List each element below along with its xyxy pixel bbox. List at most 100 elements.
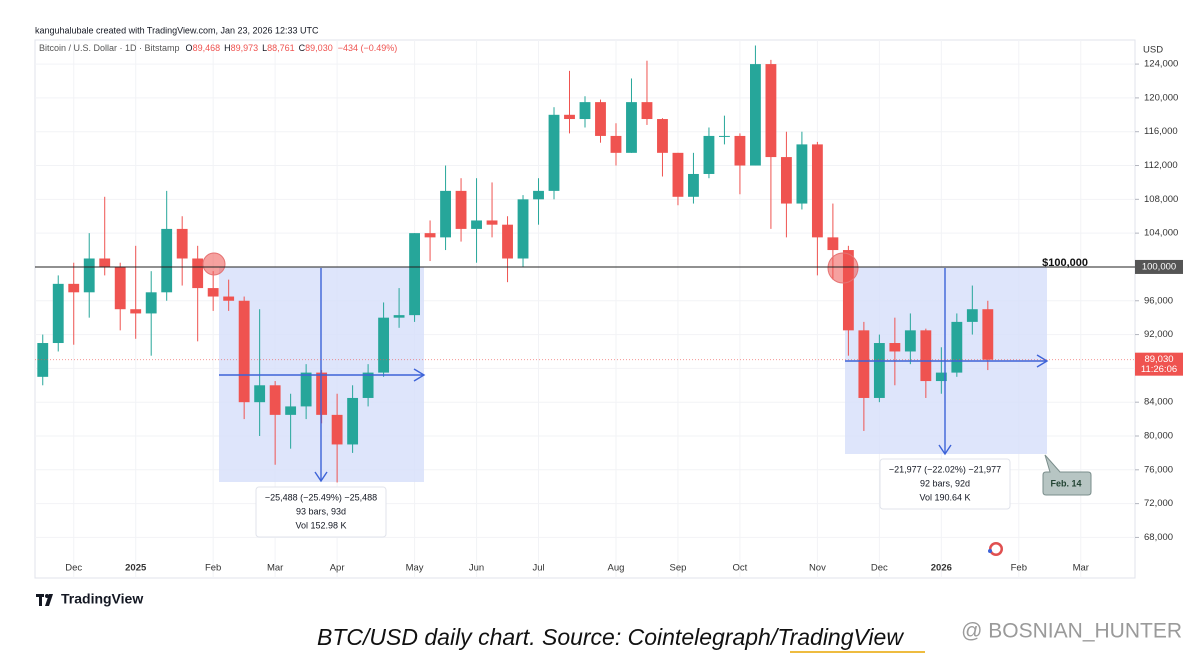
y-tick-label: 76,000 [1144,464,1173,475]
quote-key: C [299,43,306,53]
candle-body [502,224,513,259]
x-tick-label: Oct [733,563,748,574]
candle-body [672,152,684,197]
x-tick-label: 2026 [931,563,952,574]
candle-body [99,258,111,267]
watermark: @ BOSNIAN_HUNTER [961,620,1182,643]
measure-text: Vol 152.98 K [295,520,346,530]
caption: BTC/USD daily chart. Source: Cointelegra… [317,624,904,650]
candle-body [440,190,451,238]
candle-body [796,144,808,204]
y-tick-label: 96,000 [1144,295,1173,306]
candle-body [455,190,467,229]
candle-body [842,250,854,331]
x-tick-label: Jun [469,563,484,574]
candle-body [130,309,142,314]
brand: TradingView [61,591,143,607]
candle-body [765,64,777,158]
x-tick-label: Mar [1073,563,1089,574]
candle-body [192,258,204,289]
measure-text: −21,977 (−22.02%) −21,977 [889,464,1001,474]
y-tick-label: 104,000 [1144,228,1178,239]
measure-box [255,486,387,538]
candle-body [176,228,188,259]
level-label: $100,000 [1042,257,1088,269]
candle-body [703,135,715,174]
x-tick-label: Dec [871,563,888,574]
candle-body [626,102,637,153]
candle-body [951,321,963,373]
candle-body [114,266,126,310]
symbol: Bitcoin / U.S. Dollar · 1D · Bitstamp [39,43,180,53]
x-tick-label: Sep [670,563,687,574]
x-tick-label: Feb [1011,563,1027,574]
candle-body [966,309,978,322]
measure-text: 93 bars, 93d [296,506,346,516]
candle-body [873,343,885,398]
x-tick-label: Mar [267,563,283,574]
y-tick-label: 120,000 [1144,92,1178,103]
candle-body [657,119,668,153]
candle-body [734,135,746,166]
x-tick-label: Nov [809,563,826,574]
quote-value: 89,468 [193,43,221,53]
cross-marker [202,252,226,276]
y-tick-label: 112,000 [1144,160,1178,171]
candle-body [145,292,157,314]
candle-body [68,283,80,293]
quote-key: L [262,43,267,53]
quote-value: 89,973 [231,43,259,53]
candle-body [362,372,374,398]
candles [37,45,994,483]
plot-frame [34,39,1136,579]
candle-body [548,114,560,191]
candle-body [300,372,312,407]
cross-marker [827,252,859,284]
candle-body [254,385,266,403]
candle-body [378,317,390,373]
candle-body [285,406,297,415]
candle-body [889,343,901,352]
measure-arrows [219,268,1049,483]
quote-change: −434 (−0.49%) [338,43,398,53]
flag-icon [988,542,1003,556]
y-tick-label: 108,000 [1144,194,1178,205]
candle-body [83,258,95,293]
x-tick-label: May [406,563,424,574]
x-tick-label: Aug [608,563,625,574]
measure-text: −25,488 (−25.49%) −25,488 [265,492,377,502]
x-tick-label: Feb [205,563,221,574]
brand-logo [36,594,53,606]
candle-body [52,283,64,344]
y-tick-label: 124,000 [1144,59,1178,70]
quote-value: 88,761 [267,43,295,53]
countdown: 11:26:06 [1141,364,1177,375]
candle-body [517,199,529,259]
measure-text: Vol 190.64 K [919,492,970,502]
level-tag: 100,000 [1142,261,1176,272]
x-tick-label: Jul [532,563,544,574]
x-tick-label: Dec [65,563,82,574]
last-price-tag: 89,030 [1144,354,1173,365]
candle-body [750,64,761,166]
currency: USD [1143,45,1163,56]
y-tick-label: 84,000 [1144,397,1173,408]
candle-body [409,233,420,316]
measure-box [879,458,1011,510]
callout: Feb. 14 [1050,478,1081,488]
candle-body [533,190,544,200]
candle-body [424,233,436,238]
candle-body [719,135,730,137]
candle-body [161,228,173,293]
last-price-tag-bg [1135,352,1183,376]
candle-body [688,173,699,197]
candle-body [564,114,575,120]
candle-body [331,414,343,445]
candle-body [904,330,916,352]
quote-value: 89,030 [305,43,333,53]
candle-body [595,102,606,136]
candle-body [858,330,870,398]
candle-body [610,135,622,153]
credit: kanguhalubale created with TradingView.c… [35,25,319,35]
